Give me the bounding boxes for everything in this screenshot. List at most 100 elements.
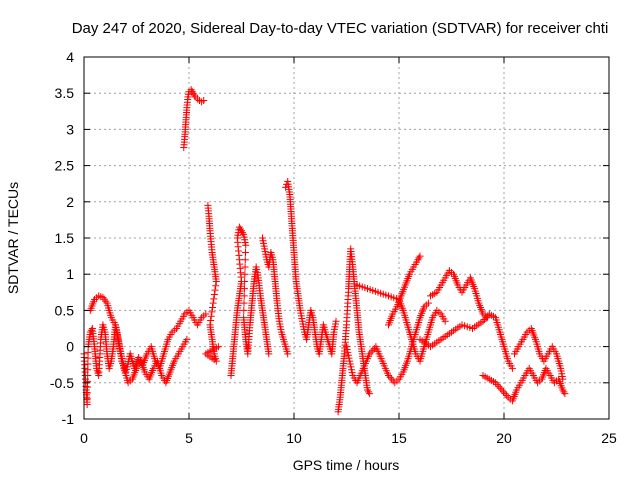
- data-point: [284, 350, 292, 358]
- data-point: [207, 312, 215, 320]
- y-tick-label: 0.5: [55, 302, 75, 318]
- data-point: [208, 308, 216, 316]
- data-point: [493, 381, 501, 389]
- series-trace-c: [180, 86, 208, 151]
- series-trace-g: [282, 178, 340, 358]
- data-point: [559, 386, 567, 394]
- y-tick-label: 2: [66, 194, 74, 210]
- data-point: [415, 254, 423, 262]
- data-point: [242, 241, 250, 249]
- data-point: [210, 295, 218, 303]
- data-point: [212, 282, 220, 290]
- series-trace-n: [479, 364, 569, 405]
- data-point: [388, 375, 396, 383]
- x-axis-ticks: 0 5 10 15 20 25: [80, 57, 617, 446]
- data-point: [414, 256, 422, 264]
- data-point: [183, 335, 191, 343]
- data-point: [508, 364, 516, 372]
- x-tick-label: 20: [496, 430, 512, 446]
- data-point: [366, 390, 374, 398]
- data-point: [385, 372, 392, 380]
- data-point: [348, 366, 356, 374]
- y-tick-label: -0.5: [50, 375, 74, 391]
- y-tick-label: 3.5: [55, 85, 75, 101]
- series-trace-b: [86, 292, 191, 387]
- data-point: [209, 299, 217, 307]
- data-point: [367, 348, 375, 356]
- y-tick-label: 2.5: [55, 158, 75, 174]
- data-point: [209, 304, 217, 312]
- data-point: [416, 252, 424, 260]
- data-point: [503, 391, 511, 399]
- data-points: [80, 86, 569, 416]
- data-point: [386, 373, 394, 381]
- series-trace-m: [416, 310, 516, 372]
- series-trace-f: [259, 234, 292, 358]
- series-trace-d: [202, 201, 222, 365]
- data-point: [346, 360, 354, 368]
- data-point: [347, 363, 355, 371]
- data-point: [479, 317, 487, 325]
- x-tick-label: 10: [286, 430, 302, 446]
- data-point: [188, 87, 196, 95]
- y-tick-label: 4: [66, 49, 74, 65]
- series-trace-o: [511, 325, 567, 383]
- series-trace-k: [385, 252, 424, 329]
- data-point: [369, 346, 377, 354]
- data-point: [241, 277, 249, 285]
- data-point: [240, 292, 248, 300]
- x-tick-label: 5: [185, 430, 193, 446]
- data-point: [240, 285, 248, 293]
- data-point: [364, 386, 371, 394]
- chart-title: Day 247 of 2020, Sidereal Day-to-day VTE…: [72, 20, 609, 37]
- data-point: [207, 317, 215, 325]
- data-point: [211, 286, 219, 294]
- data-point: [343, 345, 351, 353]
- y-tick-label: -1: [62, 411, 75, 427]
- data-point: [484, 312, 492, 320]
- grid-lines: [84, 57, 609, 419]
- data-point: [240, 306, 248, 314]
- data-point: [189, 89, 197, 97]
- data-point: [348, 369, 356, 377]
- data-point: [265, 350, 273, 358]
- data-point: [424, 299, 432, 307]
- data-point: [343, 343, 350, 351]
- data-point: [190, 91, 198, 99]
- data-point: [344, 351, 352, 359]
- data-point: [332, 317, 340, 325]
- data-point: [492, 379, 500, 387]
- data-point: [482, 314, 490, 322]
- data-point: [210, 290, 218, 298]
- data-point: [344, 348, 352, 356]
- y-tick-label: 0: [66, 339, 74, 355]
- data-point: [561, 390, 569, 398]
- data-point: [241, 270, 249, 278]
- data-point: [346, 357, 354, 365]
- data-point: [366, 350, 374, 358]
- y-tick-label: 3: [66, 121, 74, 137]
- data-point: [235, 223, 243, 231]
- x-tick-label: 25: [601, 430, 617, 446]
- y-axis-ticks: -1 -0.5 0 0.5 1 1.5 2 2.5 3 3.5 4: [50, 49, 609, 427]
- data-point: [481, 315, 489, 323]
- data-point: [495, 382, 503, 390]
- data-point: [212, 277, 220, 285]
- data-point: [441, 317, 449, 325]
- y-axis-label: SDTVAR / TECUs: [5, 182, 21, 294]
- data-point: [214, 343, 222, 351]
- data-point: [501, 390, 509, 398]
- x-tick-label: 15: [391, 430, 407, 446]
- series-trace-a: [80, 306, 210, 409]
- data-point: [496, 384, 504, 392]
- data-point: [241, 248, 249, 256]
- data-point: [499, 388, 507, 396]
- data-point: [559, 375, 567, 383]
- data-point: [200, 96, 208, 104]
- data-point: [202, 310, 210, 318]
- x-tick-label: 0: [80, 430, 88, 446]
- data-point: [240, 299, 248, 307]
- data-point: [87, 326, 95, 334]
- data-point: [345, 354, 353, 362]
